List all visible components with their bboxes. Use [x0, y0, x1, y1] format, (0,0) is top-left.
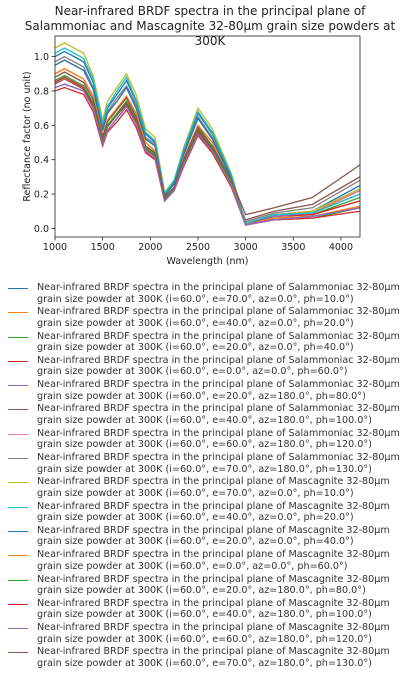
legend-label: Near-infrared BRDF spectra in the princi… [37, 354, 400, 378]
legend-item: Near-infrared BRDF spectra in the princi… [8, 282, 412, 306]
legend-swatch [8, 433, 28, 435]
legend-label: Near-infrared BRDF spectra in the princi… [37, 573, 390, 597]
legend-label: Near-infrared BRDF spectra in the princi… [37, 597, 390, 621]
legend-item: Near-infrared BRDF spectra in the princi… [8, 646, 412, 670]
x-axis-label: Wavelength (nm) [166, 256, 248, 267]
legend-item: Near-infrared BRDF spectra in the princi… [8, 501, 412, 525]
legend-label: Near-infrared BRDF spectra in the princi… [37, 622, 390, 645]
y-tick-label: 1.0 [34, 52, 49, 63]
legend-swatch [8, 312, 28, 314]
legend-label: Near-infrared BRDF spectra in the princi… [37, 549, 390, 572]
y-tick-label: 0.6 [34, 121, 49, 132]
legend-swatch [8, 555, 28, 557]
legend-item: Near-infrared BRDF spectra in the princi… [8, 574, 412, 598]
legend-label: Near-infrared BRDF spectra in the princi… [37, 646, 390, 669]
legend-swatch [8, 530, 28, 532]
legend-label: Near-infrared BRDF spectra in the princi… [37, 379, 400, 402]
y-tick-label: 0.0 [34, 224, 49, 235]
legend-item: Near-infrared BRDF spectra in the princi… [8, 306, 412, 330]
y-tick-label: 0.4 [34, 155, 49, 166]
legend-swatch [8, 288, 28, 289]
legend-item: Near-infrared BRDF spectra in the princi… [8, 622, 412, 646]
legend-item: Near-infrared BRDF spectra in the princi… [8, 549, 412, 573]
legend-swatch [8, 409, 28, 411]
legend-swatch [8, 652, 28, 654]
x-tick-label: 3000 [234, 242, 258, 253]
legend-item: Near-infrared BRDF spectra in the princi… [8, 428, 412, 452]
series-line [55, 76, 360, 225]
legend-item: Near-infrared BRDF spectra in the princi… [8, 355, 412, 379]
legend-swatch [8, 506, 28, 508]
legend-swatch [8, 628, 28, 630]
legend-label: Near-infrared BRDF spectra in the princi… [37, 330, 400, 354]
x-tick-label: 2000 [138, 242, 162, 253]
legend-swatch [8, 385, 28, 387]
chart: 1000 1500 2000 2500 3000 3500 4000 0.0 0.2 0.4 0.6… [22, 35, 361, 267]
legend-swatch [8, 603, 28, 605]
legend-item: Near-infrared BRDF spectra in the princi… [8, 331, 412, 355]
y-tick-label: 0.2 [34, 190, 49, 201]
legend-label: Near-infrared BRDF spectra in the princi… [37, 427, 400, 451]
y-axis-label: Reflectance factor (no unit) [22, 71, 33, 201]
series-line [55, 47, 360, 225]
legend-label: Near-infrared BRDF spectra in the princi… [37, 403, 400, 426]
plot-frame [54, 35, 361, 238]
legend-swatch [8, 482, 28, 484]
x-tick-label: 1500 [91, 242, 115, 253]
x-tick-label: 4000 [329, 242, 353, 253]
legend-label: Near-infrared BRDF spectra in the princi… [37, 282, 400, 305]
legend-swatch [8, 336, 28, 338]
series-line [55, 78, 360, 221]
legend-item: Near-infrared BRDF spectra in the princi… [8, 598, 412, 622]
legend-label: Near-infrared BRDF spectra in the princi… [37, 476, 390, 499]
legend-swatch [8, 360, 28, 362]
y-tick-label: 0.8 [34, 86, 49, 97]
legend-item: Near-infrared BRDF spectra in the princi… [8, 476, 412, 500]
legend-item: Near-infrared BRDF spectra in the princi… [8, 525, 412, 549]
legend-label: Near-infrared BRDF spectra in the princi… [37, 306, 400, 329]
x-tick-label: 1000 [43, 242, 67, 253]
legend-label: Near-infrared BRDF spectra in the princi… [37, 524, 390, 548]
x-tick-label: 2500 [186, 242, 210, 253]
legend-label: Near-infrared BRDF spectra in the princi… [37, 500, 390, 524]
chart-title: Near-infrared BRDF spectra in the princi… [24, 4, 396, 48]
x-tick-label: 3500 [281, 242, 305, 253]
legend-item: Near-infrared BRDF spectra in the princi… [8, 379, 412, 403]
legend: Near-infrared BRDF spectra in the princi… [8, 282, 412, 671]
legend-label: Near-infrared BRDF spectra in the princi… [37, 452, 400, 475]
legend-item: Near-infrared BRDF spectra in the princi… [8, 403, 412, 427]
series-line [55, 71, 360, 216]
series-line [55, 83, 360, 226]
legend-swatch [8, 579, 28, 581]
legend-item: Near-infrared BRDF spectra in the princi… [8, 452, 412, 476]
legend-swatch [8, 458, 28, 460]
